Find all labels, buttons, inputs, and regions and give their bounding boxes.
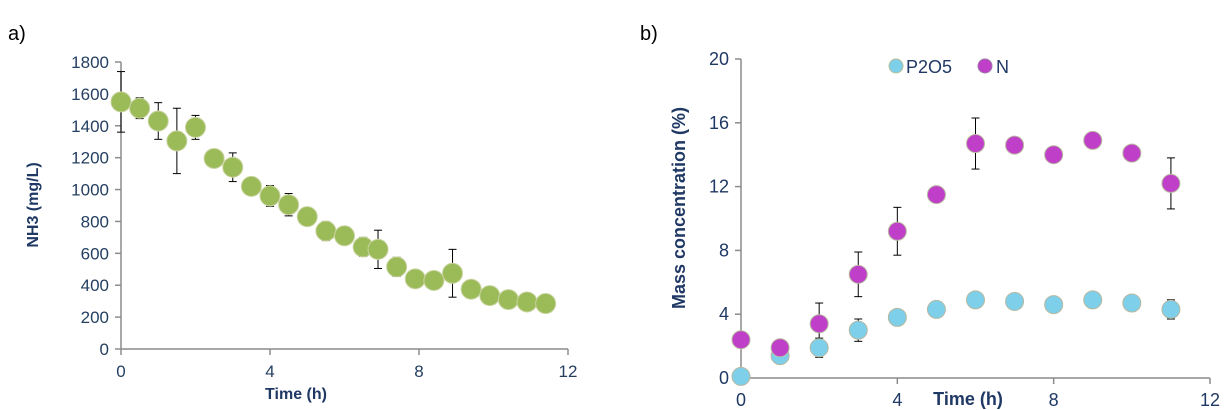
y-tick-label: 600 bbox=[81, 244, 109, 263]
data-point bbox=[259, 185, 281, 207]
data-point bbox=[516, 291, 538, 313]
x-axis-title-b: Time (h) bbox=[933, 389, 1003, 409]
data-points-b bbox=[731, 130, 1181, 386]
data-point bbox=[222, 156, 244, 178]
x-axis-title-a: Time (h) bbox=[265, 386, 327, 403]
legend-label-p2o5: P2O5 bbox=[906, 57, 952, 77]
y-axis-title-b: Mass concentration (%) bbox=[669, 107, 689, 309]
y-tick-label: 1400 bbox=[71, 117, 109, 136]
data-point bbox=[1161, 299, 1181, 319]
y-tick-label: 8 bbox=[719, 240, 729, 260]
data-point bbox=[848, 320, 868, 340]
x-tick-label: 0 bbox=[736, 390, 746, 410]
data-point bbox=[1161, 173, 1181, 193]
data-point bbox=[386, 256, 408, 278]
error-bars-b bbox=[815, 117, 1175, 358]
y-tick-label: 0 bbox=[100, 340, 109, 359]
y-tick-label: 1200 bbox=[71, 149, 109, 168]
x-tick-label: 0 bbox=[116, 362, 125, 381]
data-point bbox=[1122, 143, 1142, 163]
data-point bbox=[278, 194, 300, 216]
data-point bbox=[731, 366, 751, 386]
data-point bbox=[809, 314, 829, 334]
data-point bbox=[1122, 293, 1142, 313]
data-point bbox=[887, 221, 907, 241]
y-tick-labels-a: 0 200 400 600 800 1000 1200 1400 1600 1800 bbox=[71, 53, 109, 359]
data-point bbox=[1083, 290, 1103, 310]
x-tick-label: 12 bbox=[1200, 390, 1220, 410]
data-point bbox=[203, 147, 225, 169]
legend-marker-n bbox=[977, 58, 993, 74]
data-points-a bbox=[110, 91, 557, 315]
data-point bbox=[147, 110, 169, 132]
x-tick-labels-b: 0 4 8 12 bbox=[736, 390, 1220, 410]
panel-label-a: a) bbox=[8, 23, 26, 45]
y-tick-label: 1600 bbox=[71, 85, 109, 104]
x-tick-label: 4 bbox=[265, 362, 274, 381]
x-tick-labels-a: 0 4 8 12 bbox=[116, 362, 577, 381]
data-point bbox=[887, 307, 907, 327]
data-point bbox=[166, 130, 188, 152]
tick-marks-a bbox=[115, 61, 569, 355]
data-point bbox=[966, 290, 985, 310]
data-point bbox=[1005, 291, 1025, 311]
y-tick-label: 4 bbox=[719, 304, 729, 324]
data-point bbox=[110, 91, 132, 113]
data-point bbox=[479, 285, 501, 307]
x-tick-label: 12 bbox=[559, 362, 578, 381]
data-point bbox=[334, 225, 355, 247]
data-point bbox=[809, 338, 829, 358]
data-point bbox=[240, 175, 262, 197]
y-tick-label: 0 bbox=[719, 368, 729, 388]
data-point bbox=[296, 206, 318, 228]
data-point bbox=[1044, 145, 1064, 165]
error-bars-a bbox=[117, 71, 476, 298]
data-point bbox=[770, 338, 790, 358]
data-point bbox=[1083, 130, 1103, 150]
y-tick-label: 16 bbox=[709, 113, 729, 133]
legend-marker-p2o5 bbox=[888, 58, 904, 74]
panel-label-b: b) bbox=[640, 23, 658, 45]
data-point bbox=[404, 268, 426, 290]
legend-label-n: N bbox=[996, 57, 1009, 77]
x-tick-label: 8 bbox=[1049, 390, 1059, 410]
y-axis-title-a: NH3 (mg/L) bbox=[25, 162, 42, 247]
y-tick-labels-b: 0 4 8 12 16 20 bbox=[709, 49, 729, 388]
data-point bbox=[497, 289, 519, 311]
data-point bbox=[1044, 295, 1064, 315]
legend-b: P2O5 N bbox=[888, 57, 1009, 77]
tick-marks-b bbox=[735, 58, 1211, 384]
data-point bbox=[966, 134, 985, 154]
data-point bbox=[185, 116, 206, 138]
y-tick-label: 800 bbox=[81, 212, 109, 231]
x-tick-label: 8 bbox=[414, 362, 423, 381]
data-point bbox=[535, 293, 557, 315]
y-tick-label: 200 bbox=[81, 308, 109, 327]
y-tick-label: 400 bbox=[81, 276, 109, 295]
data-point bbox=[442, 262, 464, 284]
data-point bbox=[129, 97, 151, 119]
y-tick-label: 1800 bbox=[71, 53, 109, 72]
chart-panel-a: a) 0 200 400 600 800 1000 1200 1400 1600 1800 0 4 8… bbox=[8, 23, 577, 403]
data-point bbox=[460, 278, 482, 300]
data-point bbox=[926, 299, 946, 319]
data-point bbox=[315, 220, 337, 242]
y-tick-label: 12 bbox=[709, 177, 729, 197]
x-tick-label: 4 bbox=[892, 390, 902, 410]
data-point bbox=[1005, 135, 1025, 155]
data-point bbox=[423, 269, 445, 291]
data-point bbox=[848, 264, 868, 284]
data-point bbox=[926, 185, 946, 205]
data-point bbox=[731, 330, 751, 350]
y-tick-label: 1000 bbox=[71, 181, 109, 200]
chart-panel-b: b) 0 4 8 12 16 20 0 4 8 12 Time (h) Mass concent… bbox=[640, 23, 1220, 410]
y-tick-label: 20 bbox=[709, 49, 729, 69]
data-point bbox=[367, 238, 389, 260]
